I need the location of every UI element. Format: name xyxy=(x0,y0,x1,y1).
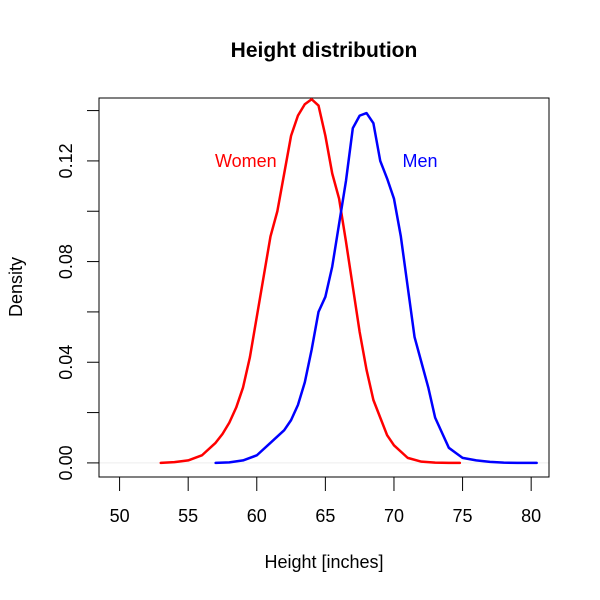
x-tick-label-75: 75 xyxy=(453,506,473,526)
series-line-women xyxy=(159,98,462,465)
y-tick-label-6: 0.12 xyxy=(56,143,76,178)
x-tick-label-50: 50 xyxy=(110,506,130,526)
x-tick-label-70: 70 xyxy=(384,506,404,526)
x-axis-label: Height [inches] xyxy=(264,552,383,572)
x-tick-label-80: 80 xyxy=(521,506,541,526)
plot-frame xyxy=(98,97,550,478)
chart-title: Height distribution xyxy=(231,39,418,62)
x-tick-label-55: 55 xyxy=(178,506,198,526)
series-label-men: Men xyxy=(403,151,438,171)
x-tick-label-65: 65 xyxy=(315,506,335,526)
series-line-men xyxy=(214,111,538,465)
x-tick-label-60: 60 xyxy=(247,506,267,526)
y-axis-label: Density xyxy=(6,257,26,317)
y-tick-label-0: 0.00 xyxy=(56,445,76,480)
plot-layer: 50 55 60 65 70 75 80 0.00 0.04 0.08 0.12 Women Men xyxy=(56,97,550,526)
y-tick-label-2: 0.04 xyxy=(56,345,76,380)
series-label-women: Women xyxy=(215,151,277,171)
y-tick-label-4: 0.08 xyxy=(56,244,76,279)
